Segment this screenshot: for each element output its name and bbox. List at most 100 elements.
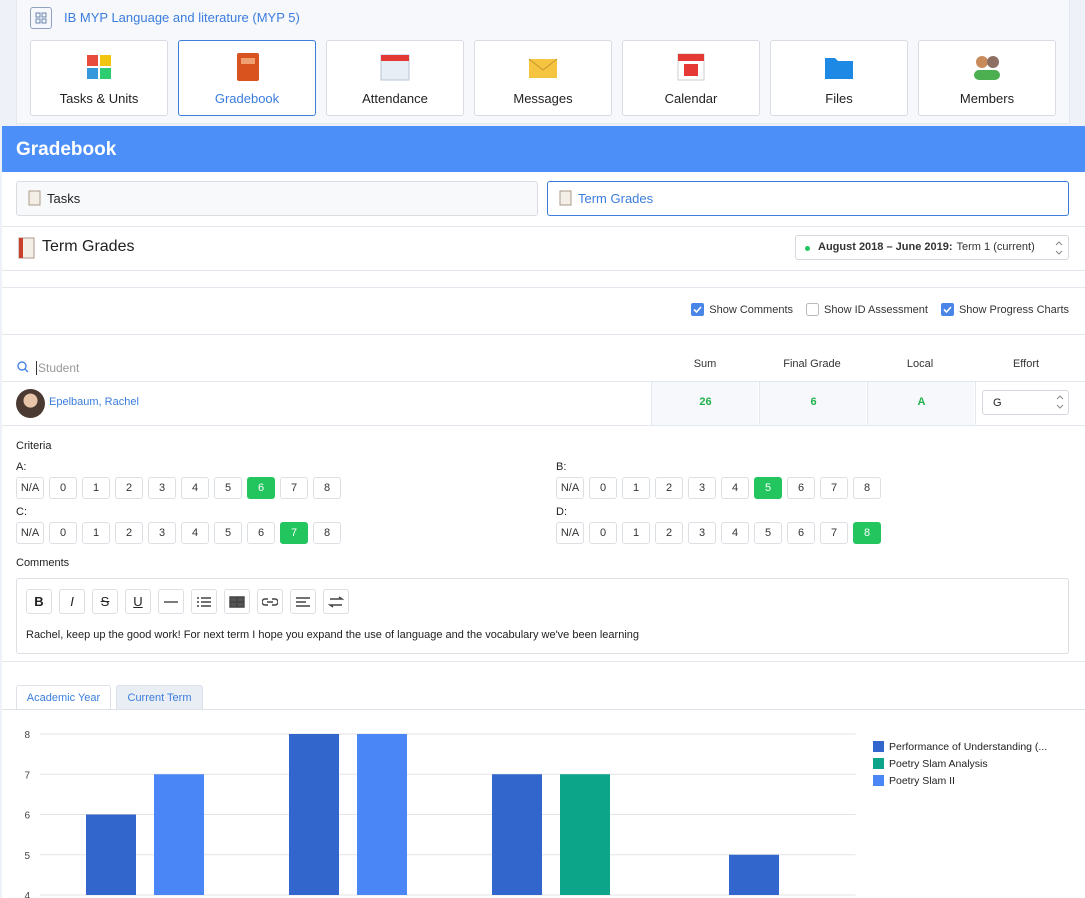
divider — [2, 287, 1085, 288]
bar — [289, 734, 339, 895]
course-title[interactable]: IB MYP Language and literature (MYP 5) — [64, 10, 300, 25]
score-button[interactable]: 8 — [853, 522, 881, 544]
effort-select[interactable]: G — [982, 390, 1069, 415]
option[interactable]: Show Comments — [691, 303, 793, 316]
toolbar-button[interactable] — [191, 589, 217, 614]
score-button[interactable]: 2 — [115, 477, 143, 499]
score-button[interactable]: 6 — [787, 522, 815, 544]
grid-icon — [35, 12, 47, 24]
grade-value: A — [917, 396, 926, 408]
icon — [529, 59, 557, 78]
score-button[interactable]: 6 — [787, 477, 815, 499]
score-button[interactable]: 1 — [82, 477, 110, 499]
toolbar-button[interactable]: I — [59, 589, 85, 614]
divider — [2, 270, 1085, 271]
arrow — [1055, 241, 1063, 255]
icon — [678, 54, 704, 61]
score-button[interactable]: 2 — [115, 522, 143, 544]
toolbar-button[interactable] — [290, 589, 316, 614]
score-button[interactable]: 1 — [622, 477, 650, 499]
checkbox-box — [806, 303, 820, 316]
icon — [296, 596, 310, 607]
score-button[interactable]: 3 — [148, 477, 176, 499]
icon — [197, 596, 211, 607]
score-button[interactable]: 3 — [688, 522, 716, 544]
score-button[interactable]: 7 — [820, 522, 848, 544]
icon — [684, 64, 698, 76]
score-button[interactable]: 7 — [820, 477, 848, 499]
checkbox[interactable] — [806, 303, 820, 316]
score-button[interactable]: 5 — [214, 522, 242, 544]
spinner — [1055, 241, 1063, 255]
divider — [2, 709, 1085, 710]
score-button[interactable]: 4 — [721, 477, 749, 499]
toolbar-button[interactable]: B — [26, 589, 52, 614]
checkbox[interactable] — [691, 303, 705, 316]
score-button[interactable]: 3 — [688, 477, 716, 499]
score-button[interactable]: 8 — [313, 477, 341, 499]
term: Term 1 (current) — [956, 241, 1035, 253]
chart: 4 5 6 7 8 Performance of Understanding (... Po… — [24, 730, 1047, 898]
student-name[interactable]: Epelbaum, Rachel — [49, 396, 139, 408]
chart-tab[interactable]: Current Term — [116, 685, 203, 710]
icon — [559, 190, 572, 206]
score-button[interactable]: 0 — [589, 477, 617, 499]
chart-tab[interactable]: Academic Year — [16, 685, 111, 710]
score-button[interactable]: 1 — [622, 522, 650, 544]
score-button[interactable]: N/A — [556, 522, 584, 544]
score-button[interactable]: 2 — [655, 522, 683, 544]
score-button[interactable]: 2 — [655, 477, 683, 499]
score-button[interactable]: 8 — [313, 522, 341, 544]
score-button[interactable]: 8 — [853, 477, 881, 499]
score-button[interactable]: N/A — [16, 522, 44, 544]
option[interactable]: Show ID Assessment — [806, 303, 928, 316]
tab[interactable]: Term Grades — [547, 181, 1069, 216]
score-button[interactable]: 7 — [280, 522, 308, 544]
effort-value: G — [993, 397, 1002, 409]
column-header: Sum — [693, 358, 717, 370]
search-input[interactable]: Student — [36, 361, 80, 375]
toolbar-button[interactable]: S — [92, 589, 118, 614]
score-button[interactable]: 4 — [721, 522, 749, 544]
divider — [2, 334, 1085, 335]
tab[interactable]: Tasks — [16, 181, 538, 216]
score-button[interactable]: 0 — [49, 477, 77, 499]
toolbar-button[interactable] — [323, 589, 349, 614]
score-button[interactable]: 5 — [754, 477, 782, 499]
score-button[interactable]: N/A — [16, 477, 44, 499]
score-button[interactable]: 7 — [280, 477, 308, 499]
score-button[interactable]: 4 — [181, 477, 209, 499]
toolbar-button[interactable]: U — [125, 589, 151, 614]
nav-tile[interactable]: Tasks & Units — [30, 40, 168, 116]
score-button[interactable]: 4 — [181, 522, 209, 544]
score-button[interactable]: 0 — [589, 522, 617, 544]
icon — [100, 55, 111, 66]
score-button[interactable]: 6 — [247, 522, 275, 544]
option[interactable]: Show Progress Charts — [940, 303, 1069, 316]
toolbar-button[interactable] — [158, 589, 184, 614]
y-tick-label: 7 — [24, 770, 30, 781]
score-button[interactable]: 5 — [214, 477, 242, 499]
period-text: August 2018 – June 2019: Term 1 (current) — [818, 241, 1035, 253]
score-button[interactable]: 1 — [82, 522, 110, 544]
toolbar-button[interactable] — [224, 589, 250, 614]
score-button[interactable]: 3 — [148, 522, 176, 544]
score-button[interactable]: 6 — [247, 477, 275, 499]
toolbar-icon — [328, 595, 344, 608]
bar — [86, 814, 136, 895]
period-select[interactable]: August 2018 – June 2019: Term 1 (current) — [795, 235, 1069, 260]
grade-cell: A — [867, 382, 974, 425]
comments-title: Comments — [16, 557, 70, 569]
tab-label: Tasks — [47, 191, 81, 206]
criterion-label: D: — [556, 506, 567, 518]
criteria-title: Criteria — [16, 440, 52, 452]
score-button[interactable]: N/A — [556, 477, 584, 499]
bar — [357, 734, 407, 895]
criterion-label: B: — [556, 461, 567, 473]
toolbar-button[interactable] — [257, 589, 283, 614]
checkbox[interactable] — [940, 303, 954, 316]
score-button[interactable]: 0 — [49, 522, 77, 544]
score-button[interactable]: 5 — [754, 522, 782, 544]
checkbox-fill — [940, 303, 954, 316]
